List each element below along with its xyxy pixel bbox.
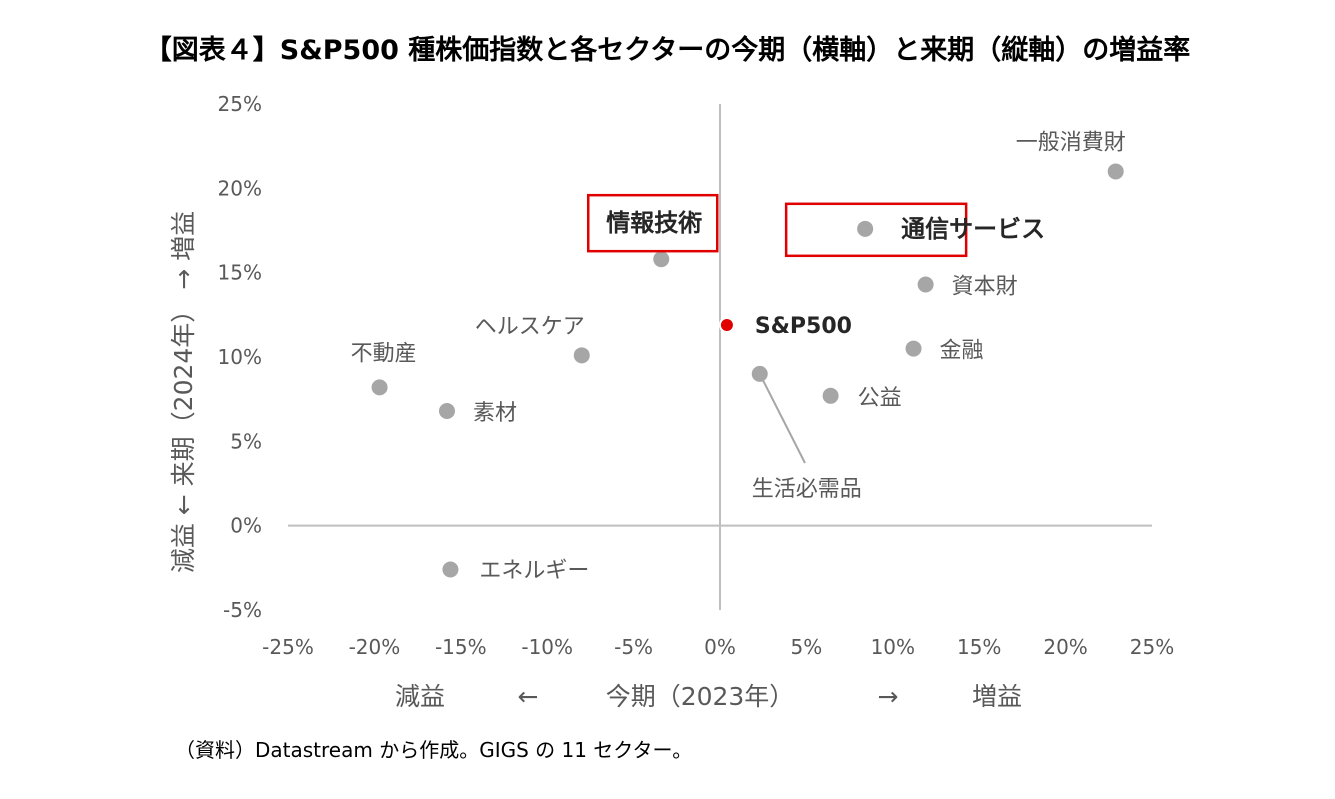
data-point bbox=[917, 276, 934, 293]
data-label: 情報技術 bbox=[606, 209, 702, 237]
data-label: 生活必需品 bbox=[752, 477, 862, 502]
y-tick-label: 20% bbox=[218, 176, 262, 200]
data-point bbox=[1107, 163, 1124, 180]
x-axis-label-decrease: 減益 bbox=[395, 682, 445, 711]
leader-line bbox=[758, 373, 806, 464]
chart-title: 【図表４】S&P500 種株価指数と各セクターの今期（横軸）と来期（縦軸）の増益… bbox=[144, 35, 1191, 66]
data-label: 一般消費財 bbox=[1016, 130, 1126, 155]
x-tick-label: -20% bbox=[349, 635, 401, 659]
data-label: 素材 bbox=[473, 401, 517, 426]
y-tick-label: 10% bbox=[218, 345, 262, 369]
x-tick-label: 5% bbox=[791, 635, 823, 659]
data-point bbox=[573, 347, 590, 364]
x-tick-label: 10% bbox=[871, 635, 915, 659]
source-footnote: （資料）Datastream から作成。GIGS の 11 セクター。 bbox=[175, 738, 693, 762]
y-tick-label: 0% bbox=[230, 514, 262, 538]
data-point bbox=[438, 402, 455, 419]
x-axis-label-period: 今期（2023年） bbox=[606, 682, 795, 711]
highlight-box bbox=[784, 202, 968, 258]
y-tick-label: 25% bbox=[218, 92, 262, 116]
data-label: 不動産 bbox=[351, 341, 417, 366]
data-label: エネルギー bbox=[479, 559, 589, 584]
x-tick-label: 15% bbox=[957, 635, 1001, 659]
x-tick-label: -15% bbox=[435, 635, 487, 659]
data-label: S&P500 bbox=[755, 314, 852, 339]
data-label: 通信サービス bbox=[901, 215, 1045, 243]
x-axis-arrow-left: ← bbox=[518, 682, 539, 711]
x-tick-label: 20% bbox=[1043, 635, 1087, 659]
x-axis-label-increase: 増益 bbox=[972, 682, 1022, 711]
data-point bbox=[905, 340, 922, 357]
data-point bbox=[371, 379, 388, 396]
y-tick-label: -5% bbox=[223, 598, 262, 622]
data-point bbox=[857, 220, 874, 237]
y-tick-label: 5% bbox=[230, 429, 262, 453]
scatter-chart: -5% 0% 5% 10% 15% 20% 25% -25% -20% -15% -10% -5% 0%… bbox=[169, 92, 1174, 711]
x-tick-label: -10% bbox=[521, 635, 573, 659]
data-point bbox=[442, 561, 459, 578]
x-tick-label: 0% bbox=[704, 635, 736, 659]
data-point-sp500 bbox=[718, 316, 735, 333]
y-axis-title: 減益 ← 来期（2024年） → 増益 bbox=[169, 211, 198, 573]
data-point bbox=[653, 251, 670, 268]
data-label: ヘルスケア bbox=[475, 314, 585, 339]
data-point bbox=[822, 387, 839, 404]
data-point bbox=[751, 365, 768, 382]
data-label: 金融 bbox=[940, 339, 984, 364]
highlight-box bbox=[586, 193, 719, 253]
x-axis-arrow-right: → bbox=[878, 682, 899, 711]
x-tick-label: -5% bbox=[614, 635, 653, 659]
x-tick-label: 25% bbox=[1130, 635, 1174, 659]
data-label: 資本財 bbox=[952, 274, 1018, 299]
y-tick-label: 15% bbox=[218, 261, 262, 285]
data-label: 公益 bbox=[858, 386, 902, 411]
x-tick-label: -25% bbox=[262, 635, 314, 659]
